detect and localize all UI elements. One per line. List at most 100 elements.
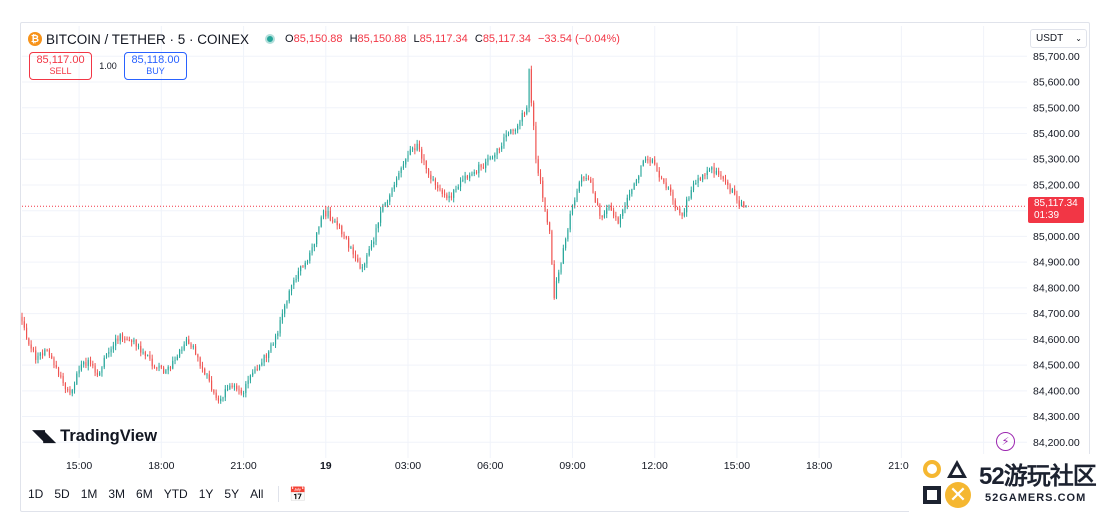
candle-body xyxy=(99,372,101,376)
candle xyxy=(640,165,642,177)
candle xyxy=(396,176,398,188)
range-button-1y[interactable]: 1Y xyxy=(198,487,214,501)
candle xyxy=(455,185,457,193)
candle xyxy=(25,323,28,340)
range-button-5y[interactable]: 5Y xyxy=(224,487,240,501)
candle xyxy=(297,267,299,282)
candle-body xyxy=(592,182,594,193)
candle xyxy=(494,152,496,162)
candle xyxy=(236,383,238,392)
candle xyxy=(265,353,267,363)
low-value: 85,117.34 xyxy=(419,33,468,45)
candle xyxy=(690,186,692,200)
candle-body xyxy=(73,384,76,390)
candle xyxy=(30,340,32,353)
range-button-1m[interactable]: 1M xyxy=(80,487,98,501)
candle xyxy=(676,206,679,210)
candle xyxy=(304,260,306,270)
sell-button[interactable]: 85,117.00 SELL xyxy=(29,52,92,80)
market-open-icon[interactable] xyxy=(265,34,276,44)
candle xyxy=(553,260,555,300)
candle xyxy=(679,206,681,216)
last-price-tag: 85,117.34 01:39 xyxy=(1028,197,1084,223)
candle xyxy=(414,143,416,155)
candle-body xyxy=(400,168,402,174)
candle-body xyxy=(85,362,87,366)
candle-body xyxy=(206,374,208,376)
candle-body xyxy=(304,262,306,268)
candle xyxy=(475,170,478,175)
range-button-1d[interactable]: 1D xyxy=(28,487,44,501)
candle xyxy=(167,365,169,375)
candle xyxy=(562,244,564,265)
candle-body xyxy=(176,356,178,360)
candle xyxy=(670,184,672,196)
range-button-all[interactable]: All xyxy=(250,487,264,501)
range-button-6m[interactable]: 6M xyxy=(136,487,153,501)
candle xyxy=(169,365,172,372)
range-button-5d[interactable]: 5D xyxy=(54,487,70,501)
chevron-down-icon: ⌄ xyxy=(1075,34,1082,43)
calendar-icon[interactable]: 📅 xyxy=(289,485,307,502)
candle xyxy=(434,177,436,190)
candle xyxy=(507,131,510,137)
candle-body xyxy=(334,220,336,222)
candle xyxy=(462,175,464,183)
high-value: 85,150.88 xyxy=(357,33,407,45)
candle-body xyxy=(590,179,592,183)
candle xyxy=(181,346,183,354)
symbol-title[interactable]: BITCOIN / TETHER · 5 · COINEX xyxy=(46,31,250,47)
candle xyxy=(731,187,733,194)
price-axis[interactable]: 85,700.00 85,600.00 85,500.00 85,400.00 85,3… xyxy=(1033,51,1080,449)
candle-body xyxy=(238,389,240,391)
candle-body xyxy=(587,178,590,180)
candle xyxy=(195,343,197,356)
candle-body xyxy=(727,181,729,185)
candle xyxy=(318,226,320,235)
candle xyxy=(631,188,633,197)
candle-body xyxy=(204,368,206,375)
candle-body xyxy=(459,180,462,187)
candle xyxy=(222,396,224,402)
candle-body xyxy=(530,69,532,103)
candle xyxy=(23,316,25,331)
candle xyxy=(386,199,389,208)
candle-body xyxy=(464,175,466,180)
tradingview-logo[interactable]: ◥◣ TradingView xyxy=(32,426,157,446)
candle-body xyxy=(258,365,261,370)
candle xyxy=(512,128,514,135)
buy-button[interactable]: 85,118.00 BUY xyxy=(124,52,187,80)
candle-body xyxy=(190,343,192,348)
candle xyxy=(439,184,441,192)
range-button-ytd[interactable]: YTD xyxy=(163,487,188,501)
lightning-icon[interactable]: ⚡ xyxy=(996,432,1015,451)
candle-body xyxy=(448,195,450,199)
candle xyxy=(211,376,213,392)
candle-body xyxy=(35,350,37,360)
candle-body xyxy=(137,345,140,347)
candle xyxy=(64,382,66,394)
price-tick-label: 84,500.00 xyxy=(1033,360,1080,372)
candle xyxy=(660,175,663,180)
time-axis[interactable]: 15:00 18:00 21:00 19 03:00 06:00 09:00 12:00 15:… xyxy=(66,460,990,472)
candle xyxy=(743,200,745,208)
candle-body xyxy=(261,362,263,366)
currency-selector[interactable]: USDT ⌄ xyxy=(1030,29,1087,48)
candle xyxy=(576,188,578,203)
candle xyxy=(724,174,727,185)
range-button-3m[interactable]: 3M xyxy=(108,487,126,501)
tradingview-logo-icon: ◥◣ xyxy=(32,426,56,445)
order-quantity[interactable]: 1.00 xyxy=(99,61,117,71)
candle xyxy=(565,237,567,251)
candle-body xyxy=(338,225,341,227)
candle xyxy=(592,178,594,194)
candle-body xyxy=(322,210,325,218)
currency-label: USDT xyxy=(1036,33,1064,44)
candle xyxy=(740,199,743,207)
candle-body xyxy=(309,252,311,261)
candle-body xyxy=(473,172,475,174)
candle-body xyxy=(343,234,345,237)
candle xyxy=(71,388,73,397)
low-label: L xyxy=(413,33,420,45)
